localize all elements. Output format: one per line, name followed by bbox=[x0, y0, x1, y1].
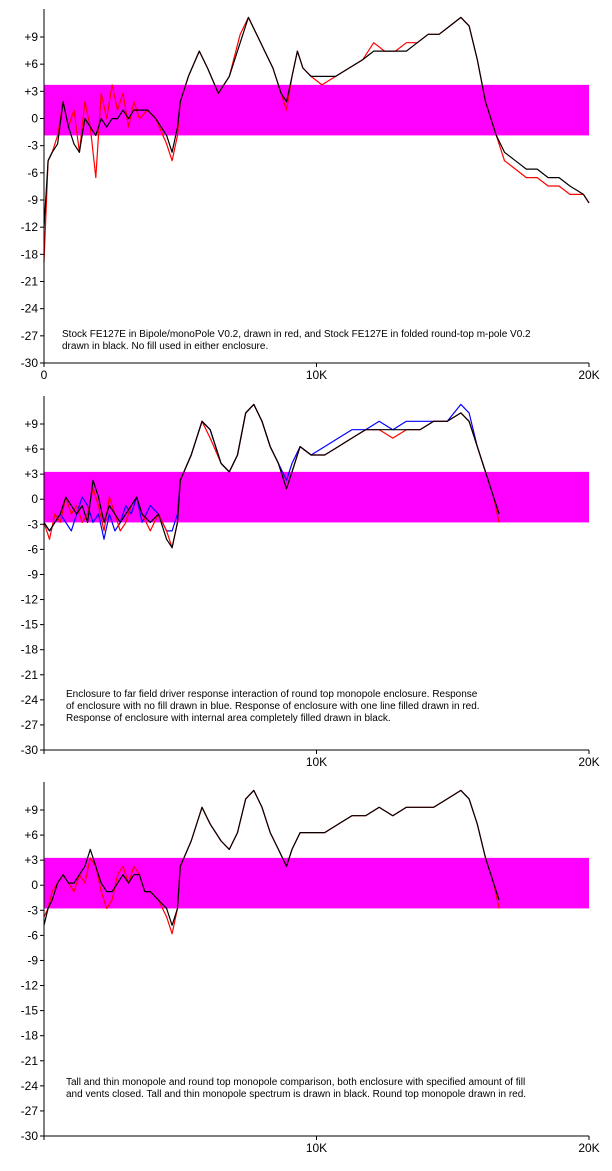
chart-annotation: Stock FE127E in Bipole/monoPole V0.2, dr… bbox=[62, 329, 531, 340]
y-tick-label: -9 bbox=[27, 953, 38, 967]
y-tick-label: -3 bbox=[27, 139, 38, 153]
y-tick-label: -27 bbox=[21, 1104, 39, 1118]
y-tick-label: -12 bbox=[21, 220, 39, 234]
x-tick-label: 20K bbox=[578, 368, 599, 382]
y-tick-label: 0 bbox=[31, 112, 38, 126]
y-tick-label: 0 bbox=[31, 492, 38, 506]
y-tick-label: +9 bbox=[24, 417, 38, 431]
x-tick-label: 20K bbox=[578, 755, 599, 769]
chart-annotation: of enclosure with no fill drawn in blue.… bbox=[66, 701, 480, 712]
y-tick-label: -6 bbox=[27, 542, 38, 556]
y-tick-label: +3 bbox=[24, 853, 38, 867]
x-tick-label: 0 bbox=[41, 368, 48, 382]
series-line-3 bbox=[43, 403, 500, 549]
chart-annotation: Enclosure to far field driver response i… bbox=[66, 689, 478, 700]
y-tick-label: +3 bbox=[24, 84, 38, 98]
chart-annotation: Response of enclosure with internal area… bbox=[66, 713, 391, 724]
y-tick-label: -18 bbox=[21, 247, 39, 261]
y-tick-label: -3 bbox=[27, 903, 38, 917]
plot-area bbox=[44, 782, 589, 1136]
y-tick-label: -21 bbox=[21, 275, 39, 289]
y-tick-label: -18 bbox=[21, 1029, 39, 1043]
plot-area bbox=[44, 9, 589, 363]
x-tick-label: 10K bbox=[306, 368, 327, 382]
y-tick-label: -6 bbox=[27, 928, 38, 942]
y-tick-label: -18 bbox=[21, 643, 39, 657]
tolerance-band bbox=[44, 471, 589, 523]
y-tick-label: -9 bbox=[27, 193, 38, 207]
y-tick-label: -9 bbox=[27, 567, 38, 581]
y-tick-label: +6 bbox=[24, 57, 38, 71]
y-tick-label: -27 bbox=[21, 329, 39, 343]
y-tick-label: -27 bbox=[21, 718, 39, 732]
y-tick-label: -15 bbox=[21, 1004, 39, 1018]
tolerance-band bbox=[44, 857, 589, 909]
y-tick-label: -30 bbox=[21, 1129, 39, 1143]
y-tick-label: -21 bbox=[21, 1054, 39, 1068]
y-tick-label: -24 bbox=[21, 693, 39, 707]
x-tick-label: 10K bbox=[306, 1141, 327, 1155]
y-tick-label: +3 bbox=[24, 467, 38, 481]
x-tick-label: 20K bbox=[578, 1141, 599, 1155]
series-line-2 bbox=[43, 789, 500, 926]
y-tick-label: -15 bbox=[21, 618, 39, 632]
x-tick-label: 10K bbox=[306, 755, 327, 769]
y-tick-label: +9 bbox=[24, 30, 38, 44]
y-tick-label: -30 bbox=[21, 356, 39, 370]
chart-annotation: and vents closed. Tall and thin monopole… bbox=[66, 1089, 526, 1100]
series-line-2 bbox=[43, 16, 590, 229]
y-tick-label: +6 bbox=[24, 828, 38, 842]
series-line-2 bbox=[43, 403, 500, 549]
y-tick-label: 0 bbox=[31, 878, 38, 892]
y-tick-label: +6 bbox=[24, 442, 38, 456]
chart-panel-2: +9 +6 +3 0 -3 -6 -9 -12 -15 -18 -21 -24 -27 -30 10K 20K… bbox=[21, 396, 600, 769]
y-tick-label: +9 bbox=[24, 803, 38, 817]
y-tick-label: -24 bbox=[21, 302, 39, 316]
y-tick-label: -24 bbox=[21, 1079, 39, 1093]
y-tick-label: -30 bbox=[21, 743, 39, 757]
y-tick-label: -12 bbox=[21, 979, 39, 993]
y-tick-label: -6 bbox=[27, 166, 38, 180]
y-tick-label: -12 bbox=[21, 593, 39, 607]
chart-annotation: Tall and thin monopole and round top mon… bbox=[66, 1077, 525, 1088]
chart-panel-1: +9+6+30-3-6-9-12-18-21-24-27-300 10K 20KSt… bbox=[21, 9, 600, 382]
y-tick-label: -3 bbox=[27, 517, 38, 531]
y-tick-label: -21 bbox=[21, 668, 39, 682]
chart-panel-3: +9 +6 +3 0 -3 -6 -9 -12 -15 -18 -21 -24 -27 -30 10K 20K… bbox=[21, 782, 600, 1155]
chart-annotation: drawn in black. No fill used in either e… bbox=[62, 341, 268, 352]
